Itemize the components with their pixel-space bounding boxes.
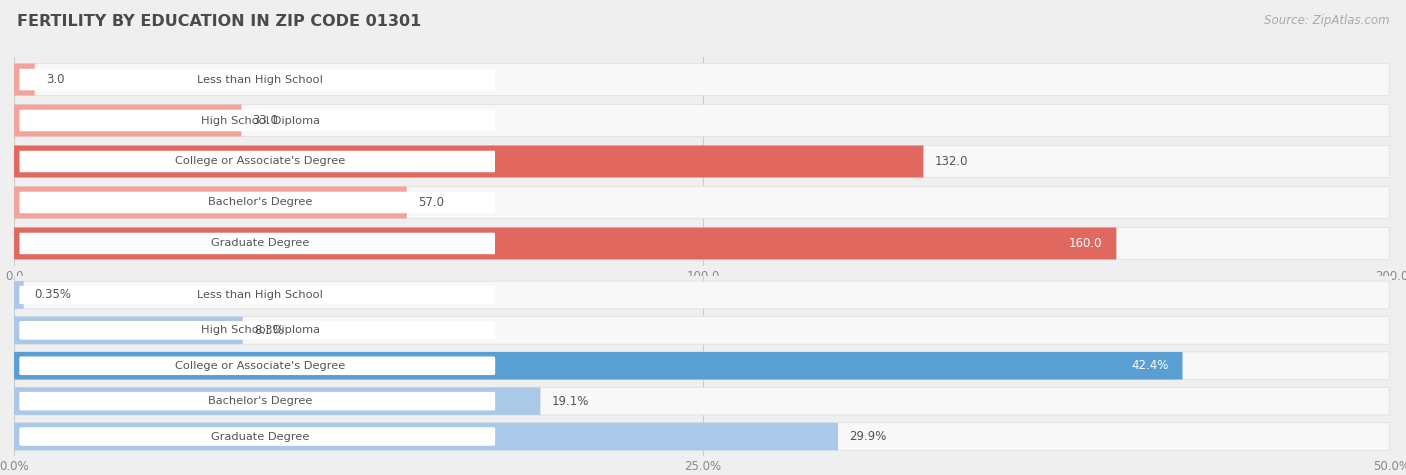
FancyBboxPatch shape	[20, 356, 495, 375]
Text: College or Associate's Degree: College or Associate's Degree	[174, 361, 344, 371]
FancyBboxPatch shape	[14, 228, 1116, 259]
Text: 160.0: 160.0	[1069, 237, 1102, 250]
FancyBboxPatch shape	[15, 423, 1389, 450]
Text: Less than High School: Less than High School	[197, 75, 323, 85]
Text: 3.0: 3.0	[46, 73, 65, 86]
Text: 57.0: 57.0	[418, 196, 444, 209]
Text: 29.9%: 29.9%	[849, 430, 886, 443]
Text: 33.0: 33.0	[253, 114, 278, 127]
FancyBboxPatch shape	[15, 228, 1389, 259]
FancyBboxPatch shape	[14, 387, 540, 415]
Text: Source: ZipAtlas.com: Source: ZipAtlas.com	[1264, 14, 1389, 27]
Text: 0.35%: 0.35%	[35, 288, 72, 302]
FancyBboxPatch shape	[20, 427, 495, 446]
FancyBboxPatch shape	[15, 187, 1389, 218]
FancyBboxPatch shape	[20, 392, 495, 410]
FancyBboxPatch shape	[20, 285, 495, 304]
FancyBboxPatch shape	[14, 104, 242, 136]
Text: Less than High School: Less than High School	[197, 290, 323, 300]
Text: Bachelor's Degree: Bachelor's Degree	[208, 198, 312, 208]
FancyBboxPatch shape	[20, 321, 495, 340]
FancyBboxPatch shape	[20, 69, 495, 90]
Text: Graduate Degree: Graduate Degree	[211, 431, 309, 442]
Text: 19.1%: 19.1%	[551, 395, 589, 408]
Text: 42.4%: 42.4%	[1132, 359, 1168, 372]
FancyBboxPatch shape	[15, 352, 1389, 380]
FancyBboxPatch shape	[20, 192, 495, 213]
FancyBboxPatch shape	[14, 423, 838, 450]
FancyBboxPatch shape	[14, 145, 924, 178]
FancyBboxPatch shape	[15, 145, 1389, 178]
FancyBboxPatch shape	[15, 387, 1389, 415]
FancyBboxPatch shape	[15, 104, 1389, 136]
FancyBboxPatch shape	[14, 316, 243, 344]
Text: Bachelor's Degree: Bachelor's Degree	[208, 396, 312, 406]
FancyBboxPatch shape	[14, 281, 24, 309]
Text: Graduate Degree: Graduate Degree	[211, 238, 309, 248]
Text: 8.3%: 8.3%	[254, 324, 284, 337]
FancyBboxPatch shape	[20, 110, 495, 131]
FancyBboxPatch shape	[14, 352, 1182, 380]
FancyBboxPatch shape	[15, 281, 1389, 309]
FancyBboxPatch shape	[14, 187, 406, 218]
FancyBboxPatch shape	[15, 64, 1389, 95]
FancyBboxPatch shape	[14, 64, 35, 95]
Text: 132.0: 132.0	[935, 155, 967, 168]
FancyBboxPatch shape	[20, 233, 495, 254]
Text: High School Diploma: High School Diploma	[201, 115, 319, 125]
FancyBboxPatch shape	[15, 316, 1389, 344]
Text: College or Associate's Degree: College or Associate's Degree	[174, 156, 344, 167]
FancyBboxPatch shape	[20, 151, 495, 172]
Text: FERTILITY BY EDUCATION IN ZIP CODE 01301: FERTILITY BY EDUCATION IN ZIP CODE 01301	[17, 14, 422, 29]
Text: High School Diploma: High School Diploma	[201, 325, 319, 335]
